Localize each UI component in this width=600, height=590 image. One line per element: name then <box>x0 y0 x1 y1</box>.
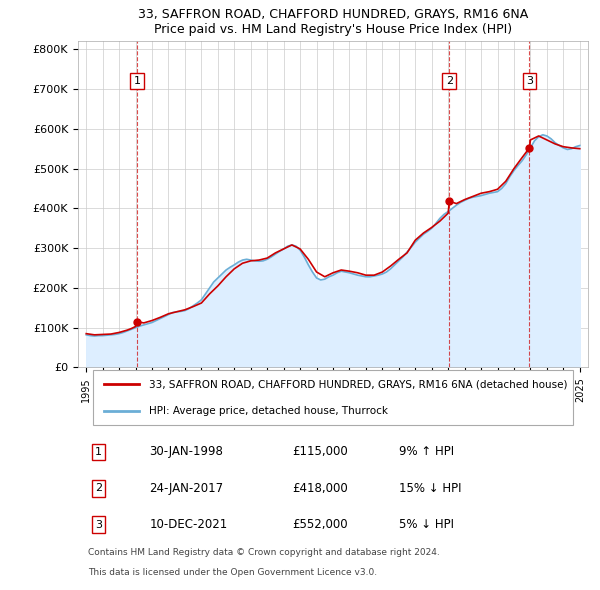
Text: £552,000: £552,000 <box>292 518 348 532</box>
Text: 15% ↓ HPI: 15% ↓ HPI <box>400 482 462 495</box>
Text: £115,000: £115,000 <box>292 445 348 458</box>
Text: 1: 1 <box>95 447 102 457</box>
Text: 1: 1 <box>133 76 140 86</box>
Text: 33, SAFFRON ROAD, CHAFFORD HUNDRED, GRAYS, RM16 6NA (detached house): 33, SAFFRON ROAD, CHAFFORD HUNDRED, GRAY… <box>149 379 568 389</box>
Text: This data is licensed under the Open Government Licence v3.0.: This data is licensed under the Open Gov… <box>88 568 377 577</box>
Text: 30-JAN-1998: 30-JAN-1998 <box>149 445 223 458</box>
Text: 2: 2 <box>446 76 453 86</box>
Text: 10-DEC-2021: 10-DEC-2021 <box>149 518 227 532</box>
Title: 33, SAFFRON ROAD, CHAFFORD HUNDRED, GRAYS, RM16 6NA
Price paid vs. HM Land Regis: 33, SAFFRON ROAD, CHAFFORD HUNDRED, GRAY… <box>138 8 528 36</box>
Text: 3: 3 <box>95 520 102 530</box>
Text: 9% ↑ HPI: 9% ↑ HPI <box>400 445 454 458</box>
FancyBboxPatch shape <box>94 371 573 425</box>
Text: 5% ↓ HPI: 5% ↓ HPI <box>400 518 454 532</box>
Text: Contains HM Land Registry data © Crown copyright and database right 2024.: Contains HM Land Registry data © Crown c… <box>88 548 440 557</box>
Text: 3: 3 <box>526 76 533 86</box>
Text: 24-JAN-2017: 24-JAN-2017 <box>149 482 224 495</box>
Text: £418,000: £418,000 <box>292 482 348 495</box>
Text: 2: 2 <box>95 483 102 493</box>
Text: HPI: Average price, detached house, Thurrock: HPI: Average price, detached house, Thur… <box>149 406 388 416</box>
